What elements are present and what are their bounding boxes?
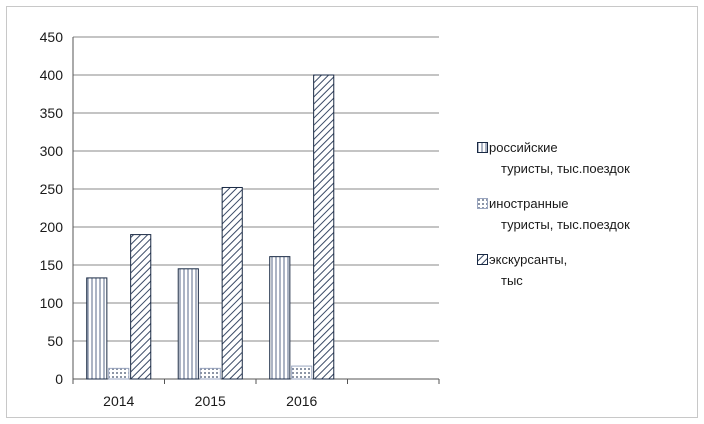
- legend-label: иностранные туристы, тыс.поездок: [489, 196, 630, 232]
- y-tick-label: 350: [40, 105, 64, 121]
- y-tick-label: 250: [40, 181, 64, 197]
- y-tick-label: 150: [40, 257, 64, 273]
- x-tick-label: 2014: [103, 393, 134, 409]
- x-tick-label: 2016: [286, 393, 317, 409]
- y-tick-labels: 0 50 100 150 200 250 300 350 400 450: [40, 29, 64, 387]
- bar-dots-2014: [108, 367, 130, 380]
- y-tick-label: 400: [40, 67, 64, 83]
- bar-vertical-2015: [177, 268, 199, 380]
- bars: [86, 74, 335, 380]
- legend-item-excursionists: экскурсанты, тыс: [477, 249, 704, 291]
- x-tick-labels: 2014 2015 2016: [103, 393, 317, 409]
- chart-frame: 0 50 100 150 200 250 300 350 400 450 2014 2015 2016…: [6, 6, 698, 418]
- bar-diagonal-2016: [313, 74, 335, 380]
- y-tick-label: 0: [55, 371, 63, 387]
- bar-dots-2016: [291, 365, 313, 380]
- bar-chart: 0 50 100 150 200 250 300 350 400 450 2014 2015 2016: [40, 29, 440, 409]
- legend: российские туристы, тыс.поездок иностранн…: [477, 137, 704, 305]
- legend-item-foreign-tourists: иностранные туристы, тыс.поездок: [477, 193, 704, 235]
- legend-label: экскурсанты, тыс: [489, 252, 568, 288]
- y-tick-label: 50: [47, 333, 63, 349]
- x-tick-label: 2015: [195, 393, 226, 409]
- gridlines: [73, 36, 439, 342]
- y-tick-label: 200: [40, 219, 64, 235]
- axes: [72, 37, 440, 384]
- legend-swatch-foreign-tourists: [477, 198, 488, 209]
- bar-vertical-2016: [269, 256, 291, 380]
- bar-diagonal-2015: [221, 186, 243, 380]
- bar-vertical-2014: [86, 277, 108, 380]
- y-tick-label: 300: [40, 143, 64, 159]
- y-tick-label: 450: [40, 29, 64, 45]
- bar-dots-2015: [199, 367, 221, 380]
- legend-item-russian-tourists: российские туристы, тыс.поездок: [477, 137, 704, 179]
- bar-diagonal-2014: [130, 234, 152, 380]
- legend-swatch-russian-tourists: [477, 142, 488, 153]
- legend-swatch-excursionists: [477, 254, 488, 265]
- y-tick-label: 100: [40, 295, 64, 311]
- legend-label: российские туристы, тыс.поездок: [489, 140, 630, 176]
